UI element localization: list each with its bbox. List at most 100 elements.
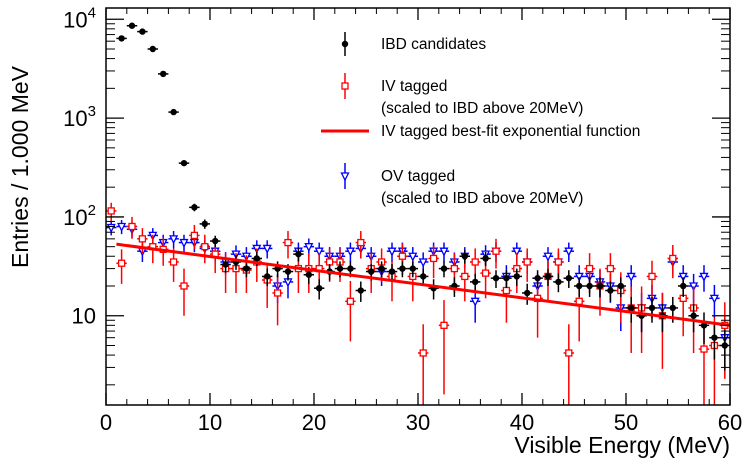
ibd-candidates-point bbox=[139, 28, 146, 35]
iv-tagged-point bbox=[565, 349, 573, 357]
x-tick-label: 60 bbox=[718, 410, 742, 435]
iv-tagged-point bbox=[461, 272, 469, 281]
x-tick-label: 0 bbox=[100, 410, 112, 435]
ibd-candidates-point bbox=[222, 261, 229, 268]
legend-entry-ov-tagged: OV tagged (scaled to IBD above 20MeV) bbox=[340, 163, 583, 207]
iv-tagged-point bbox=[481, 269, 490, 277]
ibd-candidates-point bbox=[201, 220, 208, 228]
ibd-candidates-point bbox=[149, 45, 156, 53]
ibd-candidates-point bbox=[253, 255, 260, 262]
iv-tagged-point bbox=[606, 264, 615, 273]
iv-tagged-point bbox=[419, 349, 427, 357]
legend-marker bbox=[341, 40, 349, 48]
y-tick-label: 102 bbox=[63, 202, 96, 230]
iv-tagged-point bbox=[471, 258, 479, 266]
ov-tagged-point bbox=[179, 238, 189, 249]
ov-tagged-point bbox=[626, 272, 636, 282]
ibd-candidates-point bbox=[700, 322, 708, 329]
ov-tagged-point bbox=[678, 272, 688, 282]
y-tick-label: 10 bbox=[72, 304, 96, 329]
ibd-candidates-point bbox=[336, 265, 344, 272]
ibd-candidates-point bbox=[128, 22, 136, 29]
legend-sublabel: (scaled to IBD above 20MeV) bbox=[381, 190, 583, 207]
chart-legend: IBD candidates IV tagged (scaled to IBD ab… bbox=[321, 32, 640, 207]
ov-tagged-point bbox=[543, 252, 553, 262]
ibd-candidates-point bbox=[503, 274, 510, 282]
ibd-candidates-point bbox=[399, 265, 406, 272]
ov-tagged-point bbox=[574, 272, 584, 282]
ov-tagged-point bbox=[418, 258, 428, 268]
ov-tagged-point bbox=[345, 247, 355, 257]
ibd-candidates-point bbox=[596, 282, 604, 290]
ibd-candidates-point bbox=[607, 287, 614, 294]
ibd-candidates-point bbox=[513, 273, 520, 280]
legend-marker bbox=[340, 172, 350, 182]
ibd-candidates-point bbox=[586, 282, 593, 290]
ibd-candidates-point bbox=[565, 274, 572, 282]
iv-tagged-point bbox=[450, 264, 459, 273]
x-tick-label: 20 bbox=[302, 410, 326, 435]
ibd-candidates-point bbox=[357, 287, 364, 294]
data-marks bbox=[106, 22, 731, 405]
iv-tagged-point bbox=[169, 258, 178, 266]
ov-tagged-point bbox=[387, 247, 397, 257]
ibd-candidates-point bbox=[690, 312, 697, 319]
x-axis-title: Visible Energy (MeV) bbox=[514, 432, 730, 458]
ibd-candidates-point bbox=[648, 304, 656, 312]
ibd-candidates-point bbox=[628, 304, 635, 312]
ibd-candidates-point bbox=[617, 282, 624, 290]
x-tick-label: 40 bbox=[510, 410, 534, 435]
iv-tagged-point bbox=[346, 297, 355, 305]
ibd-candidates-point bbox=[492, 274, 500, 282]
y-axis-title: Entries / 1.000 MeV bbox=[7, 65, 33, 268]
ov-tagged-point bbox=[470, 297, 480, 307]
iv-tagged-point bbox=[201, 243, 209, 251]
ov-tagged-point bbox=[512, 247, 522, 257]
ibd-candidates-point bbox=[388, 268, 396, 275]
ibd-candidates-point bbox=[347, 265, 354, 272]
legend-label: OV tagged bbox=[381, 168, 455, 185]
ibd-candidates-point bbox=[378, 265, 385, 272]
ibd-candidates-point bbox=[680, 282, 687, 290]
ibd-candidates-point bbox=[180, 159, 188, 167]
legend-entry-iv-tagged-best-fit-exponential-function: IV tagged best-fit exponential function bbox=[321, 123, 640, 140]
ibd-candidates-point bbox=[170, 108, 177, 116]
ibd-candidates-point bbox=[472, 278, 479, 286]
iv-tagged-point bbox=[357, 238, 365, 247]
ibd-candidates-point bbox=[461, 253, 468, 260]
iv-tagged-point bbox=[554, 258, 563, 266]
ibd-candidates-point bbox=[118, 35, 125, 42]
ibd-candidates-point bbox=[524, 289, 531, 297]
ibd-candidates-point bbox=[544, 273, 552, 280]
ov-tagged-point bbox=[699, 272, 709, 282]
legend-entry-iv-tagged: IV tagged (scaled to IBD above 20MeV) bbox=[341, 73, 583, 117]
iv-tagged-point bbox=[284, 238, 292, 247]
iv-tagged-point bbox=[128, 222, 136, 231]
iv-tagged-point bbox=[429, 254, 438, 263]
ov-tagged-point bbox=[304, 243, 314, 253]
x-tick-label: 10 bbox=[198, 410, 222, 435]
axis-ticks: 0 10 20 30 40 50 60 10 102 103 104 bbox=[63, 4, 742, 435]
fit-line bbox=[116, 242, 731, 327]
legend-label: IV tagged best-fit exponential function bbox=[381, 123, 640, 140]
iv-tagged-point bbox=[107, 207, 115, 215]
ibd-candidates-point bbox=[316, 284, 323, 292]
ibd-candidates-point bbox=[440, 265, 448, 272]
ov-tagged-point bbox=[117, 222, 127, 232]
ibd-candidates-point bbox=[212, 237, 219, 245]
ov-tagged-point bbox=[439, 247, 449, 257]
ov-tagged-point bbox=[262, 244, 272, 254]
ibd-candidates-point bbox=[284, 268, 292, 275]
iv-tagged-point bbox=[502, 286, 511, 295]
ibd-candidates-point bbox=[191, 204, 198, 211]
legend-sublabel: (scaled to IBD above 20MeV) bbox=[381, 100, 583, 117]
ibd-candidates-point bbox=[264, 273, 271, 280]
iv-tagged-point bbox=[492, 247, 500, 255]
ov-tagged-point bbox=[314, 247, 324, 257]
iv-tagged-point bbox=[575, 297, 583, 305]
x-tick-label: 50 bbox=[614, 410, 638, 435]
iv-tagged-point bbox=[190, 231, 199, 240]
y-tick-label: 103 bbox=[63, 103, 96, 131]
iv-tagged-point bbox=[440, 321, 448, 329]
